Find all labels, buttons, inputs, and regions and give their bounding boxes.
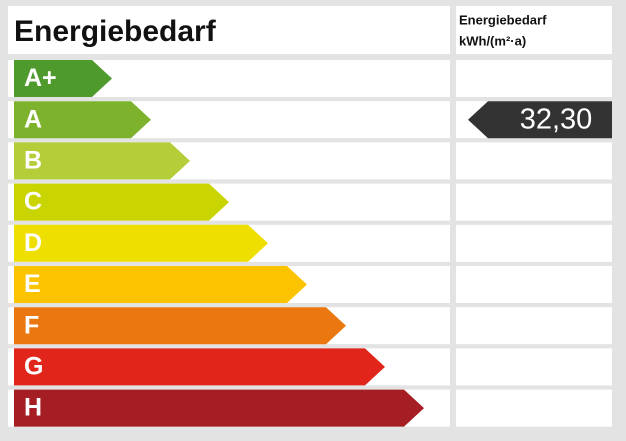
row-right — [456, 60, 612, 97]
class-arrow — [14, 142, 190, 180]
class-label: H — [24, 394, 42, 422]
class-label: G — [24, 353, 43, 381]
indicator-value: 32,30 — [520, 103, 593, 135]
row-right — [456, 183, 612, 221]
class-label: F — [24, 311, 39, 339]
row-right — [456, 142, 612, 180]
class-label: E — [24, 270, 41, 298]
class-label: A+ — [24, 64, 57, 92]
row-right — [456, 307, 612, 345]
class-arrow — [14, 183, 229, 221]
class-arrow — [14, 224, 268, 262]
row-right — [456, 224, 612, 262]
column-header: Energiebedarf — [459, 12, 547, 27]
row-right — [456, 348, 612, 386]
class-label: C — [24, 188, 42, 216]
header-box — [456, 6, 612, 54]
column-header: kWh/(m²·a) — [459, 33, 526, 48]
class-label: D — [24, 229, 42, 257]
class-arrow — [14, 101, 151, 139]
title-box — [8, 6, 450, 54]
class-arrow — [14, 266, 307, 303]
class-arrow — [14, 307, 346, 345]
class-arrow — [14, 348, 385, 386]
class-arrow — [14, 60, 112, 97]
title: Energiebedarf — [14, 15, 217, 48]
row-right — [456, 266, 612, 303]
indicator-arrow — [468, 101, 612, 139]
class-label: B — [24, 147, 42, 175]
class-label: A — [24, 105, 42, 133]
class-arrow — [14, 389, 424, 427]
row-right — [456, 389, 612, 427]
